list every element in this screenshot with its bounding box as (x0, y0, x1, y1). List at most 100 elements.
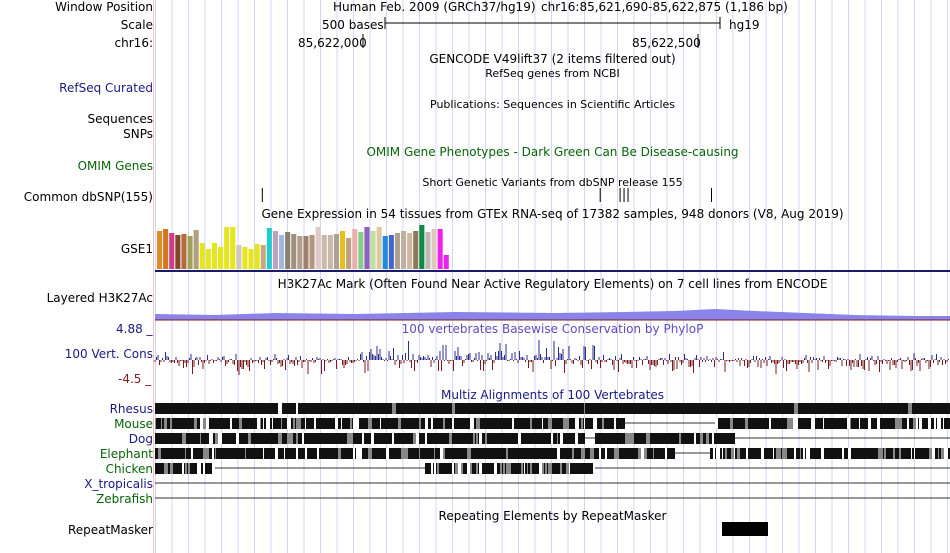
gtex-bar (394, 233, 400, 269)
gtex-label[interactable]: GSE1 (120, 242, 153, 256)
gtex-bar (388, 235, 394, 269)
ruler-right-label: 85,622,500 (632, 36, 701, 50)
gtex-bar (297, 236, 303, 269)
gtex-bar (382, 236, 388, 269)
h3k27ac-signal[interactable] (155, 300, 950, 322)
dbsnp-title[interactable]: Short Genetic Variants from dbSNP releas… (422, 176, 683, 189)
window-position-label: Window Position (55, 0, 153, 14)
gtex-bar (443, 255, 449, 269)
repeatmasker-label[interactable]: RepeatMasker (67, 523, 153, 537)
gtex-bar (260, 245, 266, 269)
multiz-row (155, 463, 950, 474)
gtex-bar (340, 231, 346, 269)
gencode-title[interactable]: GENCODE V49lift37 (2 items filtered out) (429, 52, 676, 66)
cons-negative (154, 360, 948, 375)
species-chicken[interactable]: Chicken (105, 462, 153, 476)
gtex-bar (218, 247, 224, 269)
gtex-bar (181, 234, 187, 269)
gtex-bar (352, 229, 358, 269)
gtex-bars[interactable] (155, 222, 950, 274)
gtex-bar (413, 231, 419, 269)
gtex-bar (327, 235, 333, 269)
species-dog[interactable]: Dog (128, 432, 153, 446)
gtex-bar (370, 231, 376, 269)
gtex-bar (205, 249, 211, 269)
cons-wiggle[interactable] (154, 333, 950, 383)
scale-text: 500 bases (322, 18, 384, 32)
scale-label: Scale (120, 18, 153, 32)
multiz-alignments[interactable] (155, 401, 950, 506)
gtex-bar (321, 235, 327, 269)
gtex-bar (425, 232, 431, 269)
dbsnp-label[interactable]: Common dbSNP(155) (23, 190, 153, 204)
species-rhesus[interactable]: Rhesus (109, 402, 153, 416)
h3k27ac-label[interactable]: Layered H3K27Ac (46, 291, 153, 305)
dbsnp-ticks[interactable] (155, 188, 950, 206)
gtex-bar (163, 229, 169, 269)
position-text[interactable]: chr16:85,621,690-85,622,875 (1,186 bp) (541, 0, 788, 14)
gtex-bar (309, 235, 315, 269)
repeatmasker-block[interactable] (155, 522, 950, 538)
refseq-title[interactable]: RefSeq genes from NCBI (485, 67, 620, 80)
gtex-bar (266, 228, 272, 269)
cons-label[interactable]: 100 Vert. Cons (64, 347, 153, 361)
cons-min-label: -4.5 _ (118, 372, 152, 386)
chrom-label: chr16: (114, 36, 153, 50)
gtex-bar (407, 233, 413, 269)
base-grid (155, 0, 950, 553)
gtex-bar (346, 238, 352, 269)
gtex-bar (437, 229, 443, 269)
repeatmasker-title[interactable]: Repeating Elements by RepeatMasker (438, 509, 667, 523)
species-zebrafish[interactable]: Zebrafish (96, 492, 153, 506)
gtex-bar (187, 236, 193, 269)
multiz-title[interactable]: Multiz Alignments of 100 Vertebrates (440, 388, 665, 402)
gtex-bar (248, 249, 254, 269)
gtex-bar (230, 227, 236, 269)
publications-title[interactable]: Publications: Sequences in Scientific Ar… (430, 98, 675, 111)
omim-title[interactable]: OMIM Gene Phenotypes - Dark Green Can Be… (366, 145, 739, 159)
snps-label[interactable]: SNPs (123, 127, 153, 141)
gtex-bar (211, 243, 217, 269)
gtex-bar (315, 227, 321, 269)
cons-max-label: 4.88 _ (116, 322, 153, 336)
db-text: hg19 (729, 18, 760, 32)
gtex-bar (199, 243, 205, 269)
gtex-bar (431, 229, 437, 269)
assembly-text: Human Feb. 2009 (GRCh37/hg19) (333, 0, 536, 14)
h3k27ac-title[interactable]: H3K27Ac Mark (Often Found Near Active Re… (277, 277, 828, 291)
cons-positive (156, 340, 949, 360)
gtex-bar (272, 231, 278, 269)
gtex-bar (291, 234, 297, 269)
species-elephant[interactable]: Elephant (99, 447, 153, 461)
gtex-bar (157, 231, 163, 269)
multiz-row (155, 448, 950, 459)
gtex-baseline (155, 270, 950, 272)
gtex-bar (419, 225, 425, 269)
gtex-bar (236, 245, 242, 269)
ruler-ticks (362, 34, 699, 48)
gtex-bar (333, 234, 339, 269)
gtex-bar (242, 247, 248, 269)
multiz-row (155, 403, 950, 414)
gtex-bar (285, 232, 291, 269)
species-x-tropicalis[interactable]: X_tropicalis (84, 477, 153, 491)
omim-label[interactable]: OMIM Genes (77, 159, 153, 173)
species-mouse[interactable]: Mouse (114, 417, 153, 431)
gtex-bar (358, 232, 364, 269)
label-separator (153, 0, 154, 553)
gtex-bar (254, 244, 260, 269)
gtex-title[interactable]: Gene Expression in 54 tissues from GTEx … (261, 207, 844, 221)
gtex-bar (224, 227, 230, 269)
sequences-label[interactable]: Sequences (87, 112, 153, 126)
gtex-bar (279, 235, 285, 269)
multiz-row (155, 433, 950, 444)
gtex-bar (376, 227, 382, 269)
refseq-label[interactable]: RefSeq Curated (59, 81, 153, 95)
gtex-bar (193, 230, 199, 269)
gtex-bar (303, 236, 309, 269)
gtex-bar (401, 231, 407, 269)
ruler-left-label: 85,622,000 (298, 36, 367, 50)
multiz-row (155, 418, 950, 429)
cons-title[interactable]: 100 vertebrates Basewise Conservation by… (401, 322, 704, 336)
gtex-bar (364, 227, 370, 269)
